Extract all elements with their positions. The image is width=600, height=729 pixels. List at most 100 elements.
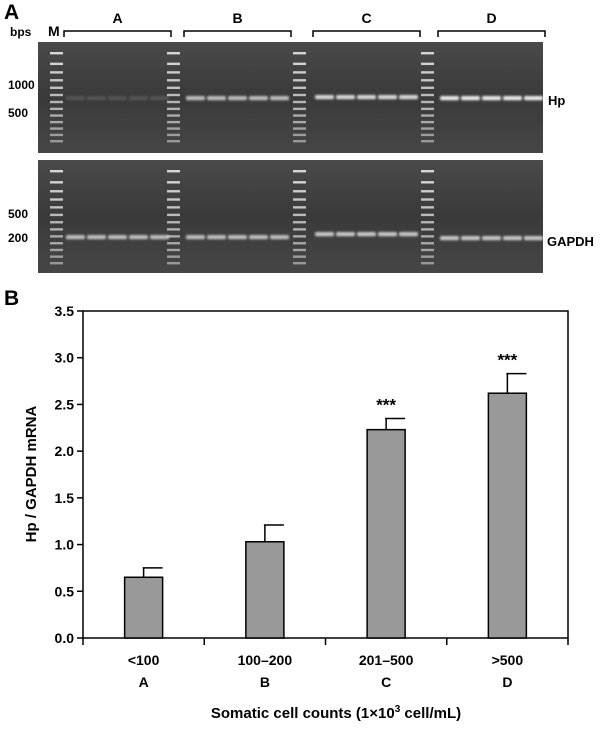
ladder-band bbox=[50, 120, 63, 124]
group-label: D bbox=[486, 10, 496, 26]
panel-a-label: A bbox=[4, 1, 19, 24]
ladder-band bbox=[50, 107, 63, 111]
ladder-band bbox=[421, 262, 434, 265]
y-tick-label: 3.5 bbox=[55, 303, 75, 319]
ladder-band bbox=[167, 100, 180, 104]
bar bbox=[487, 392, 528, 639]
ladder-band bbox=[293, 235, 306, 238]
gapdh-band-label: GAPDH bbox=[547, 234, 594, 249]
bottom-size-label-200: 200 bbox=[8, 231, 28, 245]
sample-band bbox=[129, 96, 148, 101]
y-tick-label: 0.5 bbox=[55, 583, 75, 599]
ladder-band bbox=[293, 248, 306, 252]
ladder-band bbox=[50, 206, 63, 209]
sample-band bbox=[87, 96, 106, 101]
sample-band bbox=[315, 95, 334, 100]
ladder-band bbox=[167, 242, 180, 245]
ladder-band bbox=[293, 107, 306, 111]
x-group-label: C bbox=[381, 674, 391, 690]
x-axis-title: Somatic cell counts (1×103 cell/mL) bbox=[211, 704, 461, 722]
x-axis-title-superscript: 3 bbox=[395, 704, 401, 715]
sample-band bbox=[270, 96, 289, 101]
ladder-band bbox=[421, 255, 434, 258]
sample-band bbox=[440, 96, 459, 101]
ladder-band bbox=[167, 120, 180, 124]
bar bbox=[123, 576, 164, 639]
significance-marker: *** bbox=[497, 351, 517, 370]
ladder-band bbox=[50, 242, 63, 245]
ladder-band bbox=[421, 127, 434, 130]
ladder-band bbox=[293, 228, 306, 231]
ladder-band bbox=[421, 140, 434, 143]
ladder-band bbox=[421, 170, 434, 173]
ladder-band bbox=[50, 62, 63, 66]
ladder-band bbox=[50, 71, 63, 74]
sample-band bbox=[482, 236, 501, 241]
ladder-band bbox=[421, 71, 434, 74]
ladder-band bbox=[167, 52, 180, 55]
top-gel: 1000 500 Hp bbox=[8, 42, 565, 153]
x-axis-title-prefix: Somatic cell counts (1×10 bbox=[211, 705, 395, 722]
ladder-band bbox=[50, 127, 63, 130]
sample-band bbox=[524, 96, 543, 101]
ladder-band bbox=[421, 79, 434, 82]
top-size-label-500: 500 bbox=[8, 106, 28, 120]
ladder-band bbox=[293, 133, 306, 137]
ladder-band bbox=[421, 100, 434, 104]
ladder-band bbox=[293, 120, 306, 124]
bps-label: bps bbox=[10, 25, 32, 39]
ladder-band bbox=[293, 181, 306, 184]
ladder-band bbox=[167, 71, 180, 74]
ladder-band bbox=[167, 198, 180, 201]
sample-band bbox=[207, 96, 226, 101]
ladder-band bbox=[421, 62, 434, 66]
x-category-label: <100 bbox=[128, 652, 160, 668]
ladder-band bbox=[293, 190, 306, 193]
group-bracket bbox=[312, 30, 421, 37]
ladder-band bbox=[293, 255, 306, 258]
ladder-band bbox=[167, 114, 180, 117]
panel-b-label: B bbox=[4, 287, 19, 310]
ladder-band bbox=[50, 198, 63, 201]
y-tick-label: 2.5 bbox=[55, 396, 75, 412]
ladder-band bbox=[421, 248, 434, 252]
sample-band bbox=[186, 96, 205, 101]
ladder-band bbox=[421, 242, 434, 245]
ladder-band bbox=[293, 114, 306, 117]
ladder-band bbox=[421, 213, 434, 217]
ladder-band bbox=[50, 190, 63, 193]
sample-band bbox=[150, 235, 169, 240]
ladder-band bbox=[293, 86, 306, 89]
bar bbox=[245, 541, 285, 639]
group-label: C bbox=[361, 10, 371, 26]
ladder-band bbox=[167, 190, 180, 193]
x-group-label: A bbox=[139, 674, 149, 690]
sample-band bbox=[399, 232, 418, 237]
bottom-gel-ladders bbox=[50, 170, 434, 265]
marker-label: M bbox=[48, 23, 60, 39]
ladder-band bbox=[167, 206, 180, 209]
ladder-band bbox=[293, 198, 306, 201]
sample-band bbox=[150, 96, 169, 101]
ladder-band bbox=[50, 114, 63, 117]
ladder-band bbox=[421, 133, 434, 137]
sample-band bbox=[440, 236, 459, 241]
panel-b: B 0.0 0.5 1.0 1.5 2.0 2.5 3.0 3.5 *** *** <100 A 1… bbox=[4, 287, 569, 722]
ladder-band bbox=[167, 107, 180, 111]
ladder-band bbox=[167, 93, 180, 97]
sample-band bbox=[399, 95, 418, 100]
sample-band bbox=[461, 236, 480, 241]
ladder-band bbox=[167, 133, 180, 137]
sample-band bbox=[482, 96, 501, 101]
ladder-band bbox=[50, 181, 63, 184]
ladder-band bbox=[50, 228, 63, 231]
ladder-band bbox=[167, 127, 180, 130]
hp-band-label: Hp bbox=[548, 93, 565, 108]
bottom-gel: 500 200 GAPDH bbox=[8, 160, 594, 273]
ladder-band bbox=[421, 221, 434, 224]
bar bbox=[366, 428, 406, 639]
ladder-band bbox=[293, 262, 306, 265]
ladder-band bbox=[421, 190, 434, 193]
sample-band bbox=[461, 96, 480, 101]
ladder-band bbox=[50, 235, 63, 238]
